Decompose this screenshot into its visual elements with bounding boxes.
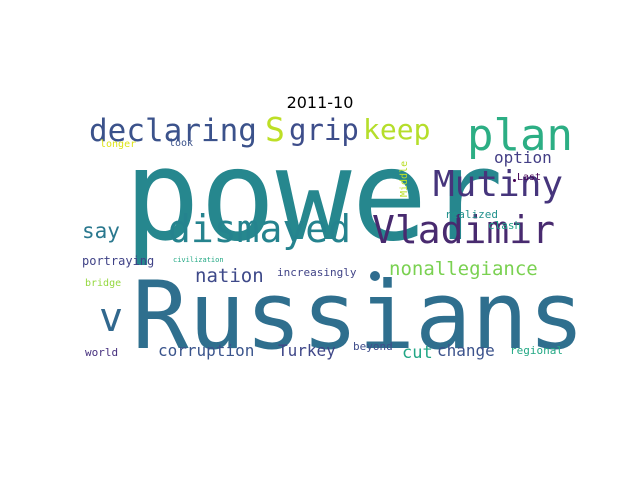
word-bridge: bridge — [85, 278, 122, 289]
word-change: change — [437, 341, 495, 360]
word-turkey: Turkey — [278, 341, 336, 360]
word-corruption: corruption — [158, 341, 255, 360]
word-longer: longer — [100, 139, 137, 150]
chart-title: 2011-10 — [286, 93, 354, 112]
word-last: Last — [517, 172, 542, 183]
word-beyond: beyond — [353, 340, 393, 353]
word-mutiny: Mutiny — [433, 164, 564, 205]
word-dismayed: dismayed — [168, 207, 352, 251]
word-increasingly: increasingly — [277, 266, 357, 279]
dot-mark — [370, 271, 380, 281]
word-look: look — [169, 138, 194, 149]
word-option: option — [494, 148, 552, 167]
word-declaring: declaring — [89, 113, 257, 149]
word-say: say — [82, 219, 120, 243]
dot-mark-small — [513, 179, 516, 182]
word-power: power — [124, 122, 504, 269]
word-russians: Russians — [132, 262, 585, 371]
word-civilization: civilization — [173, 256, 224, 264]
word-cut: cut — [402, 343, 433, 363]
word-grip: grip — [289, 113, 359, 147]
word-plan: plan — [467, 110, 573, 161]
word-v: v — [99, 295, 124, 341]
word-s: S — [265, 110, 285, 149]
word-keep: keep — [363, 113, 431, 146]
word-clash: clash — [488, 219, 522, 232]
word-world: world — [85, 346, 119, 359]
word-regional: regional — [510, 344, 563, 357]
word-nonallegiance: nonallegiance — [389, 258, 538, 280]
word-portraying: portraying — [82, 254, 155, 268]
word-realized: realized — [445, 208, 498, 221]
word-middle: Middle — [399, 160, 410, 197]
word-vladimir: Vladimir — [372, 208, 556, 252]
word-nation: nation — [195, 265, 264, 287]
word-cloud: power Russians Mutiny plan Vladimir dismayed d… — [80, 113, 585, 364]
